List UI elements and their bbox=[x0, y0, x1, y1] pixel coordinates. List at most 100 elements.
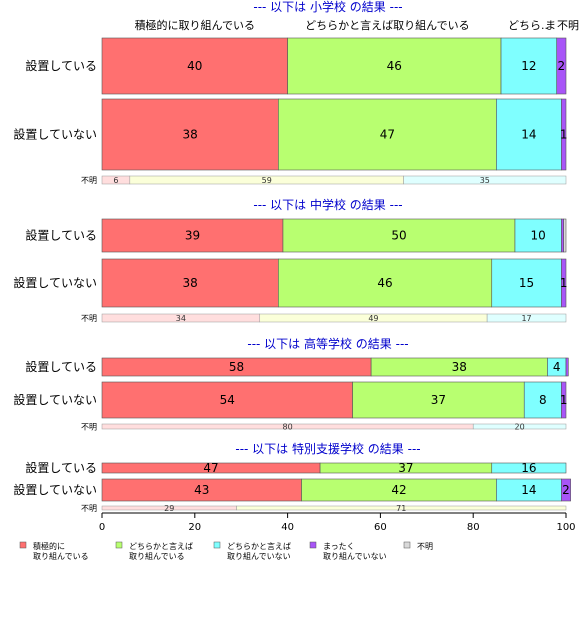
row-label: 設置していない bbox=[13, 482, 97, 497]
unknown-label: 49 bbox=[368, 314, 378, 323]
bar-segment bbox=[561, 478, 571, 502]
unknown-segment bbox=[472, 423, 567, 430]
data-label: 39 bbox=[185, 229, 200, 243]
header-label-4: 不明 bbox=[557, 19, 579, 32]
data-label: 2 bbox=[562, 483, 570, 497]
data-label: 54 bbox=[220, 393, 235, 407]
data-label: 1 bbox=[560, 128, 568, 142]
bar-segment bbox=[491, 462, 567, 474]
unknown-label: 71 bbox=[396, 504, 406, 513]
data-label: 16 bbox=[521, 461, 536, 475]
legend-swatch bbox=[403, 541, 411, 549]
section-title: --- 以下は 高等学校 の結果 --- bbox=[247, 336, 408, 351]
header-label-0: 積極的に取り組んでいる bbox=[135, 18, 255, 32]
row-label: 設置していない bbox=[13, 275, 97, 290]
bar-segment bbox=[287, 37, 502, 95]
unknown-segment bbox=[486, 313, 567, 323]
x-tick-label: 100 bbox=[556, 522, 575, 533]
legend-label: 積極的に bbox=[33, 541, 65, 551]
section-title: --- 以下は 小学校 の結果 --- bbox=[253, 0, 402, 14]
unknown-label: 34 bbox=[176, 314, 186, 323]
unknown-row-label: 不明 bbox=[81, 176, 97, 185]
unknown-label: 29 bbox=[164, 504, 174, 513]
legend-label: 取り組んでいる bbox=[129, 551, 185, 561]
bar-segment bbox=[101, 98, 279, 171]
legend-swatch bbox=[309, 541, 317, 549]
data-label: 37 bbox=[431, 393, 446, 407]
section-title: --- 以下は 中学校 の結果 --- bbox=[253, 197, 402, 212]
data-label: 37 bbox=[398, 461, 413, 475]
data-label: 1 bbox=[560, 393, 568, 407]
data-label: 50 bbox=[391, 229, 406, 243]
unknown-segment bbox=[403, 175, 567, 185]
data-label: 8 bbox=[539, 393, 547, 407]
legend-label: 取り組んでいる bbox=[33, 551, 89, 561]
bar-segment bbox=[563, 218, 567, 253]
x-tick-label: 20 bbox=[188, 522, 201, 533]
bar-segment bbox=[561, 258, 567, 308]
data-label: 46 bbox=[377, 276, 392, 290]
bar-segment bbox=[491, 258, 562, 308]
row-label: 設置している bbox=[25, 228, 97, 243]
legend-swatch bbox=[115, 541, 123, 549]
bar-segment bbox=[278, 98, 497, 171]
unknown-segment bbox=[236, 505, 567, 511]
data-label: 15 bbox=[519, 276, 534, 290]
bar-segment bbox=[561, 381, 567, 419]
row-label: 設置している bbox=[25, 460, 97, 475]
bar-segment bbox=[101, 381, 353, 419]
bar-segment bbox=[565, 357, 569, 377]
unknown-row-label: 不明 bbox=[81, 423, 97, 432]
unknown-label: 6 bbox=[113, 176, 118, 185]
x-tick-label: 60 bbox=[374, 522, 387, 533]
section-title: --- 以下は 特別支援学校 の結果 --- bbox=[235, 441, 420, 456]
legend-label: 取り組んでいない bbox=[227, 551, 291, 561]
legend-label: どちらかと言えば bbox=[129, 541, 193, 551]
data-label: 12 bbox=[521, 59, 536, 73]
header-label-3: ま bbox=[545, 19, 556, 32]
legend-label: 取り組んでいない bbox=[323, 551, 387, 561]
data-label: 38 bbox=[452, 360, 467, 374]
data-label: 42 bbox=[391, 483, 406, 497]
legend-label: どちらかと言えば bbox=[227, 541, 291, 551]
data-label: 58 bbox=[229, 360, 244, 374]
bar-segment bbox=[561, 98, 567, 171]
data-label: 40 bbox=[187, 59, 202, 73]
data-label: 14 bbox=[521, 483, 536, 497]
bar-segment bbox=[523, 381, 562, 419]
data-label: 38 bbox=[183, 128, 198, 142]
data-label: 14 bbox=[521, 128, 536, 142]
x-tick-label: 40 bbox=[281, 522, 294, 533]
unknown-label: 59 bbox=[262, 176, 272, 185]
data-label: 47 bbox=[380, 128, 395, 142]
legend-label: 不明 bbox=[417, 542, 433, 551]
unknown-label: 80 bbox=[283, 423, 293, 432]
header-label-2: どちら.. bbox=[508, 19, 548, 32]
data-label: 1 bbox=[560, 276, 568, 290]
row-label: 設置していない bbox=[13, 392, 97, 407]
bar-segment bbox=[352, 381, 525, 419]
bar-segment bbox=[101, 258, 279, 308]
bar-segment bbox=[282, 218, 516, 253]
data-label: 2 bbox=[558, 59, 566, 73]
bar-segment bbox=[514, 218, 562, 253]
bar-segment bbox=[556, 37, 567, 95]
unknown-row-label: 不明 bbox=[81, 504, 97, 513]
data-label: 43 bbox=[194, 483, 209, 497]
bar-segment bbox=[561, 218, 564, 253]
row-label: 設置している bbox=[25, 359, 97, 374]
data-label: 47 bbox=[203, 461, 218, 475]
bar-segment bbox=[101, 37, 288, 95]
bar-segment bbox=[500, 37, 558, 95]
row-label: 設置している bbox=[25, 58, 97, 73]
unknown-label: 17 bbox=[521, 314, 531, 323]
data-label: 4 bbox=[553, 360, 561, 374]
x-tick-label: 0 bbox=[99, 522, 105, 533]
data-label: 10 bbox=[531, 229, 546, 243]
row-label: 設置していない bbox=[13, 127, 97, 142]
legend-swatch bbox=[213, 541, 221, 549]
unknown-label: 20 bbox=[515, 423, 525, 432]
legend-swatch bbox=[19, 541, 27, 549]
bar-segment bbox=[278, 258, 493, 308]
